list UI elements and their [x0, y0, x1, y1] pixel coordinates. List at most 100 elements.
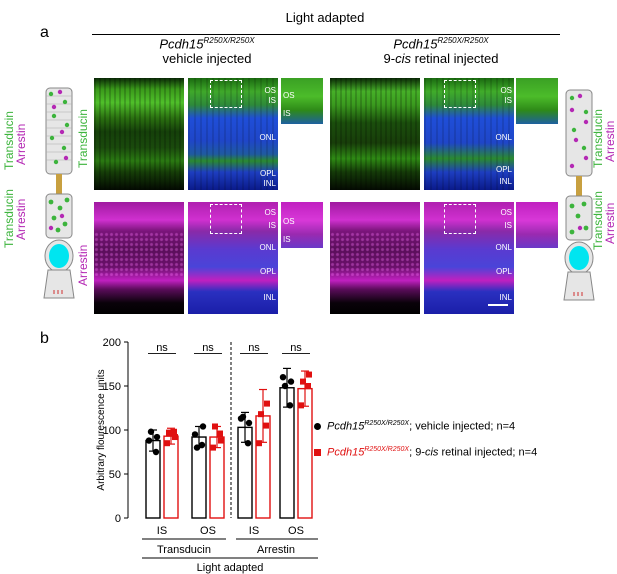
- header-rule: [92, 34, 560, 35]
- bar: [163, 435, 179, 519]
- layer-label-is: IS: [268, 96, 276, 105]
- genotype-superscript: R250X/R250X: [437, 36, 489, 45]
- y-tick-label: 100: [103, 425, 121, 437]
- layer-label-inl: INL: [499, 177, 512, 186]
- layer-label-inl: INL: [263, 293, 276, 302]
- x-tick-label: IS: [249, 525, 259, 537]
- condition-title-vehicle: Pcdh15R250X/R250X vehicle injected: [92, 36, 322, 66]
- layer-label-os: OS: [500, 86, 512, 95]
- genotype-label: Pcdh15: [159, 36, 204, 52]
- data-point: [264, 400, 270, 407]
- significance-label: ns: [156, 342, 168, 354]
- inset-label-os: OS: [283, 91, 295, 100]
- genotype-label: Pcdh15: [393, 36, 438, 52]
- layer-label-os: OS: [500, 208, 512, 217]
- significance-label: ns: [248, 342, 260, 354]
- data-point: [256, 440, 262, 447]
- left-diagram-arrestin-label: Arrestin: [14, 123, 28, 165]
- footer-label: Light adapted: [197, 562, 264, 574]
- data-point: [172, 434, 178, 441]
- data-point: [212, 423, 218, 430]
- treatment-label: 9-cis retinal injected: [383, 51, 499, 67]
- group-label: Transducin: [157, 544, 211, 556]
- data-point: [300, 378, 306, 385]
- condition-title-retinal: Pcdh15R250X/R250X 9-cis retinal injected: [326, 36, 556, 66]
- data-point: [244, 440, 252, 447]
- x-tick-label: IS: [157, 525, 167, 537]
- rod-cell-diagram-right: [563, 89, 595, 301]
- data-point: [263, 422, 269, 429]
- micrograph-retinal-arrestin-merge: OS IS ONL OPL INL: [424, 202, 514, 314]
- inset-label-is: IS: [283, 235, 291, 244]
- scale-bar: [488, 304, 508, 306]
- row-label-transducin: Transducin: [76, 109, 90, 168]
- legend-marker-square: [314, 449, 321, 457]
- data-point: [287, 378, 295, 385]
- y-tick-label: 200: [103, 337, 121, 349]
- x-tick-label: OS: [200, 525, 216, 537]
- micrograph-retinal-transducin-merge: OS IS ONL OPL INL: [424, 78, 514, 190]
- layer-label-onl: ONL: [495, 133, 512, 142]
- data-point: [217, 430, 223, 437]
- layer-label-os: OS: [264, 86, 276, 95]
- y-axis-label: Arbitrary flourescence units: [96, 369, 107, 490]
- layer-label-opl: OPL: [495, 165, 512, 174]
- row-label-arrestin: Arrestin: [76, 244, 90, 286]
- right-diagram-arrestin-label-2: Arrestin: [603, 202, 617, 244]
- data-point: [166, 429, 172, 436]
- layer-label-os: OS: [264, 208, 276, 217]
- data-point: [152, 448, 160, 456]
- layer-label-inl: INL: [263, 179, 276, 188]
- legend-item-vehicle: Pcdh15R250X/R250X; vehicle injected; n=4: [314, 420, 515, 433]
- data-point: [298, 402, 304, 409]
- micrograph-retinal-arrestin: [330, 202, 420, 314]
- inset-label-os: OS: [283, 217, 295, 226]
- data-point: [281, 382, 289, 390]
- layer-label-opl: OPL: [259, 267, 276, 276]
- data-point: [153, 433, 161, 441]
- micrograph-vehicle-arrestin-merge: OS IS ONL OPL INL: [188, 202, 278, 314]
- layer-label-inl: INL: [499, 293, 512, 302]
- data-point: [239, 413, 247, 420]
- data-point: [210, 444, 216, 451]
- data-point: [147, 428, 155, 435]
- bar-chart: 0 50 100 150 200 Arbitrary flourescence units…: [96, 337, 318, 574]
- data-point: [245, 419, 253, 427]
- data-point: [286, 402, 294, 409]
- significance-label: ns: [202, 342, 214, 354]
- data-point: [164, 440, 170, 447]
- y-tick-label: 150: [103, 381, 121, 393]
- legend-marker-circle: [314, 423, 321, 431]
- data-point: [306, 371, 312, 378]
- genotype-superscript: R250X/R250X: [203, 36, 255, 45]
- significance-label: ns: [290, 342, 302, 354]
- layer-label-onl: ONL: [259, 243, 276, 252]
- panel-a-letter: a: [40, 24, 49, 41]
- y-tick-label: 0: [115, 513, 121, 525]
- data-point: [171, 428, 177, 435]
- right-diagram-arrestin-label: Arrestin: [603, 120, 617, 162]
- data-point: [279, 374, 287, 381]
- layer-label-is: IS: [504, 221, 512, 230]
- data-point: [191, 431, 199, 438]
- data-point: [305, 383, 311, 389]
- data-point: [258, 411, 264, 418]
- inset-retinal-arrestin: [516, 202, 558, 248]
- layer-label-is: IS: [504, 96, 512, 105]
- panel-b-letter: b: [40, 330, 49, 347]
- inset-retinal-transducin: [516, 78, 558, 124]
- micrograph-retinal-transducin: [330, 78, 420, 190]
- layer-label-is: IS: [268, 221, 276, 230]
- micrograph-vehicle-transducin: [94, 78, 184, 190]
- rod-cell-diagram-left: [43, 87, 75, 299]
- layer-label-opl: OPL: [259, 169, 276, 178]
- x-tick-label: OS: [288, 525, 304, 537]
- data-point: [198, 441, 206, 449]
- treatment-label: vehicle injected: [162, 51, 252, 67]
- layer-label-onl: ONL: [495, 243, 512, 252]
- light-adapted-header: Light adapted: [285, 10, 365, 25]
- left-diagram-arrestin-label-2: Arrestin: [14, 198, 28, 240]
- data-point: [193, 444, 201, 451]
- layer-label-opl: OPL: [495, 267, 512, 276]
- data-point: [145, 437, 153, 444]
